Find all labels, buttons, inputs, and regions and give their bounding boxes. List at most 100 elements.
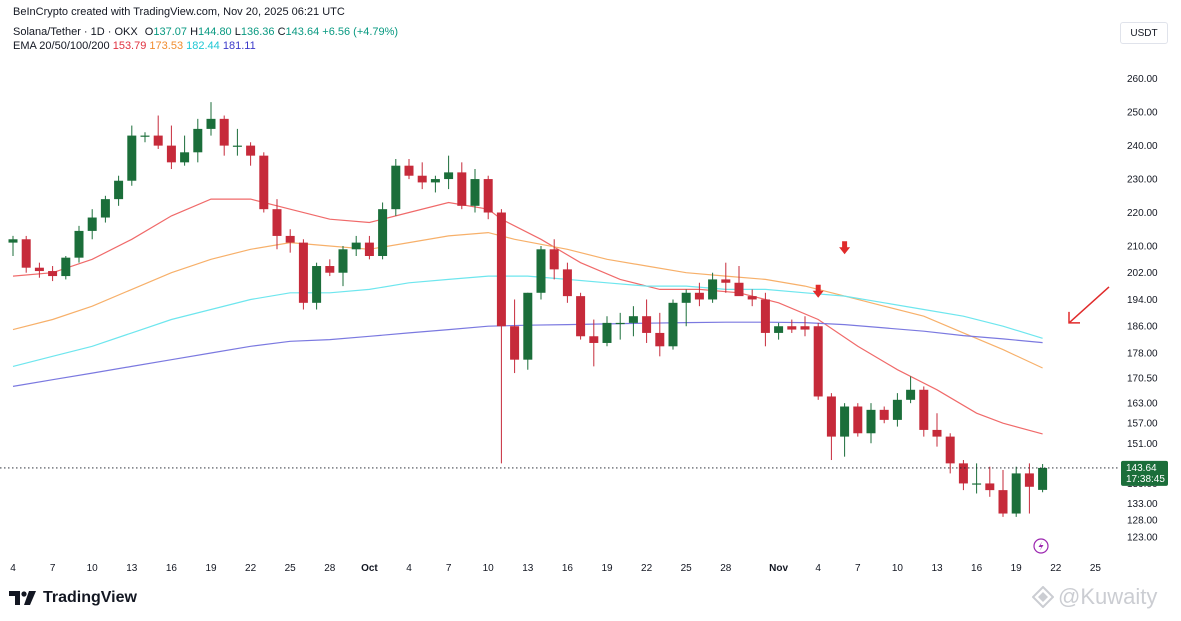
candle-body — [470, 179, 480, 206]
candle — [945, 433, 955, 474]
tradingview-logo-icon — [9, 591, 36, 605]
chart-credit: BeInCrypto created with TradingView.com,… — [13, 6, 345, 18]
x-tick-label: 10 — [483, 563, 495, 574]
candle — [642, 299, 652, 343]
candle-body — [87, 217, 97, 231]
x-tick-label: 25 — [681, 563, 693, 574]
x-tick-label: 19 — [601, 563, 613, 574]
candle — [813, 322, 823, 400]
countdown-timer: 17:38:45 — [1126, 474, 1165, 485]
ema100-line — [12, 275, 1043, 367]
candle — [338, 245, 348, 287]
x-tick-label: 13 — [522, 563, 534, 574]
candle-body — [932, 429, 942, 437]
candle-body — [34, 267, 44, 272]
x-tick-label: 4 — [815, 563, 821, 574]
x-tick-label: 13 — [126, 563, 138, 574]
candle-body — [774, 326, 784, 333]
candle-body — [338, 249, 348, 273]
candle — [470, 169, 480, 213]
candle-body — [642, 316, 652, 333]
x-tick-label: 25 — [285, 563, 297, 574]
candle — [985, 466, 995, 497]
time-axis[interactable]: 4 7 10 13 16 19 22 25 28 Oct 4 7 10 13 16 19 22 25 28 Nov 4 7… — [10, 563, 1101, 574]
candle-body — [787, 326, 797, 330]
candle-body — [813, 326, 823, 397]
candle-body — [945, 436, 955, 464]
ema-lines — [12, 198, 1043, 435]
x-tick-label: 7 — [50, 563, 56, 574]
x-tick-label: 28 — [720, 563, 732, 574]
candle — [708, 272, 718, 303]
x-tick-label: 7 — [446, 563, 452, 574]
x-tick-label: 22 — [1050, 563, 1062, 574]
candle-body — [576, 296, 586, 337]
candle-body — [549, 249, 559, 270]
y-tick-label: 123.00 — [1127, 532, 1158, 543]
y-tick-label: 220.00 — [1127, 208, 1158, 219]
candle-body — [655, 332, 665, 347]
symbol-title[interactable]: Solana/Tether · 1D · OKX — [13, 26, 138, 38]
ema-legend[interactable]: EMA 20/50/100/200 153.79 173.53 182.44 1… — [13, 40, 256, 52]
candle — [48, 266, 58, 282]
candle — [615, 312, 625, 340]
candle — [444, 155, 454, 190]
brand-name: TradingView — [43, 589, 137, 606]
candle-body — [840, 406, 850, 437]
candle-body — [721, 279, 731, 283]
close-value: 143.64 — [285, 26, 320, 38]
x-tick-label: 19 — [205, 563, 217, 574]
candle — [127, 125, 137, 186]
x-tick-label: 13 — [931, 563, 943, 574]
x-tick-label: 16 — [562, 563, 574, 574]
ema200-value: 181.11 — [222, 40, 256, 52]
candle — [325, 259, 335, 277]
x-tick-label: 4 — [10, 563, 16, 574]
candle — [774, 322, 784, 340]
candle — [549, 239, 559, 280]
diagonal-arrow-icon — [1068, 286, 1110, 324]
candle-body — [602, 322, 612, 343]
y-tick-label: 163.00 — [1127, 399, 1158, 410]
open-value: 137.07 — [153, 26, 188, 38]
candle-body — [272, 209, 282, 236]
candle — [232, 128, 242, 156]
candle-body — [694, 292, 704, 300]
x-tick-label: 16 — [166, 563, 178, 574]
close-label: C — [277, 26, 286, 38]
candle — [536, 245, 546, 300]
candle — [430, 175, 440, 193]
lightning-icon[interactable] — [1033, 538, 1049, 554]
open-label: O — [144, 26, 154, 38]
candle-body — [734, 282, 744, 297]
candle-body — [998, 490, 1008, 514]
x-tick-label: 22 — [245, 563, 257, 574]
candle — [906, 376, 916, 404]
candle — [364, 235, 374, 260]
candle — [259, 152, 269, 213]
candle-body — [246, 145, 256, 156]
candle — [34, 262, 44, 278]
candle-body — [180, 152, 190, 163]
candle-body — [100, 199, 110, 218]
currency-button[interactable]: USDT — [1120, 22, 1168, 44]
candle-body — [866, 409, 876, 434]
y-tick-label: 240.00 — [1127, 141, 1158, 152]
candle — [496, 209, 506, 464]
candle — [74, 225, 84, 263]
candle-body — [496, 212, 506, 327]
candle-body — [708, 279, 718, 300]
candle — [840, 403, 850, 457]
candle-body — [21, 239, 31, 268]
x-tick-label: Oct — [361, 563, 378, 574]
candle — [576, 292, 586, 340]
y-tick-label: 170.50 — [1127, 374, 1158, 385]
candle — [246, 142, 256, 166]
candle-body — [760, 299, 770, 333]
y-tick-label: 151.00 — [1127, 439, 1158, 450]
candle — [628, 306, 638, 337]
candle-body — [48, 271, 58, 277]
tradingview-logo[interactable]: TradingView — [9, 589, 137, 607]
candle-body — [668, 302, 678, 347]
y-tick-label: 128.00 — [1127, 516, 1158, 527]
